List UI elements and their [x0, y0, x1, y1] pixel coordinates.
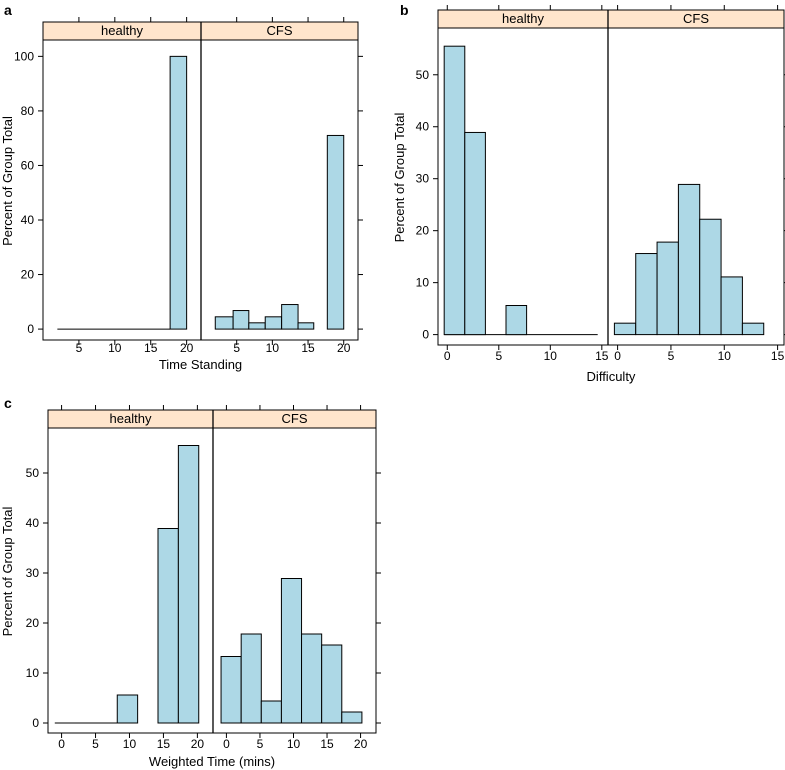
bar-cfs-4 — [281, 304, 299, 330]
x-tick-label: 15 — [301, 341, 315, 355]
y-tick-label: 40 — [21, 213, 35, 227]
x-tick-label: 10 — [266, 341, 280, 355]
y-tick-label: 0 — [27, 322, 34, 336]
bar-cfs-5 — [297, 322, 315, 330]
x-tick-label: 15 — [157, 737, 171, 751]
x-tick-label: 10 — [718, 349, 732, 363]
plot-frame — [437, 9, 785, 346]
x-tick-label: 15 — [595, 349, 609, 363]
x-tick-label: 5 — [233, 341, 240, 355]
y-tick-label: 50 — [26, 466, 40, 480]
x-axis-label: Difficulty — [587, 369, 636, 384]
bar-cfs-3 — [264, 316, 283, 330]
y-tick-label: 10 — [416, 276, 430, 290]
x-tick-label: 5 — [92, 737, 99, 751]
bar-healthy-0 — [116, 694, 139, 724]
bar-cfs-0 — [613, 322, 637, 336]
y-tick-label: 10 — [26, 666, 40, 680]
x-tick-label: 20 — [180, 341, 194, 355]
y-axis-label: Percent of Group Total — [392, 112, 407, 242]
bar-cfs-0 — [220, 656, 242, 724]
bar-cfs-4 — [301, 633, 323, 724]
bar-cfs-1 — [635, 253, 658, 336]
y-axis-label: Percent of Group Total — [0, 506, 15, 636]
bar-cfs-6 — [741, 322, 765, 336]
bar-cfs-1 — [240, 633, 262, 724]
bar-cfs-6 — [341, 711, 363, 724]
strip-label: healthy — [502, 11, 544, 26]
x-tick-label: 5 — [76, 341, 83, 355]
x-tick-label: 10 — [287, 737, 301, 751]
y-tick-label: 50 — [416, 68, 430, 82]
plot-frame — [47, 409, 377, 734]
y-tick-label: 0 — [32, 716, 39, 730]
y-tick-label: 40 — [416, 120, 430, 134]
x-tick-label: 10 — [108, 341, 122, 355]
y-tick-label: 20 — [416, 224, 430, 238]
bar-cfs-3 — [677, 183, 701, 336]
chart-panel-c: c healthy CFS 0 10 20 30 40 50 0 5 10 15 20 0 5 10 15 20 We… — [0, 395, 381, 769]
bar-cfs-5 — [321, 644, 343, 724]
bar-healthy-2 — [505, 305, 528, 336]
x-tick-label: 5 — [668, 349, 675, 363]
panel-letter: c — [4, 395, 12, 411]
bar-cfs-2 — [248, 322, 266, 330]
x-tick-label: 20 — [191, 737, 205, 751]
bar-healthy-0 — [169, 55, 188, 330]
bar-cfs-1 — [232, 310, 250, 330]
x-tick-label: 0 — [223, 737, 230, 751]
x-tick-label: 10 — [123, 737, 137, 751]
strip-label: CFS — [267, 23, 293, 38]
strip-label: healthy — [110, 411, 152, 426]
bar-cfs-3 — [280, 578, 303, 724]
y-tick-label: 0 — [422, 328, 429, 342]
y-axis-label: Percent of Group Total — [0, 116, 15, 246]
x-tick-label: 15 — [320, 737, 334, 751]
x-tick-label: 20 — [337, 341, 351, 355]
bar-cfs-4 — [699, 218, 722, 336]
strip-label: CFS — [282, 411, 308, 426]
x-tick-label: 5 — [495, 349, 502, 363]
y-tick-label: 30 — [26, 566, 40, 580]
y-tick-label: 30 — [416, 172, 430, 186]
y-tick-label: 60 — [21, 158, 35, 172]
bar-healthy-1 — [464, 131, 486, 336]
y-tick-label: 80 — [21, 104, 35, 118]
chart-panel-a: a healthy CFS 0 20 40 60 80 100 5 10 15 20 5 10 15 20 Tim… — [0, 2, 363, 372]
bar-cfs-5 — [720, 276, 743, 336]
y-tick-label: 20 — [21, 268, 35, 282]
bar-cfs-6 — [326, 134, 345, 330]
bar-cfs-2 — [260, 700, 282, 724]
x-axis-label: Weighted Time (mins) — [149, 754, 275, 769]
x-axis-label: Time Standing — [159, 357, 242, 372]
x-tick-label: 15 — [144, 341, 158, 355]
strip-label: healthy — [101, 23, 143, 38]
chart-panel-b: b healthy CFS 0 10 20 30 40 50 0 5 10 15 0 5 10 15 Diffic… — [392, 2, 785, 384]
x-tick-label: 20 — [354, 737, 368, 751]
bar-cfs-0 — [214, 316, 234, 330]
bar-healthy-2 — [177, 445, 200, 724]
panel-letter: a — [4, 2, 12, 18]
x-tick-label: 15 — [771, 349, 785, 363]
x-tick-label: 10 — [544, 349, 558, 363]
bar-healthy-0 — [443, 45, 466, 336]
x-tick-label: 5 — [257, 737, 264, 751]
panel-letter: b — [400, 2, 409, 18]
y-tick-label: 40 — [26, 516, 40, 530]
bar-cfs-2 — [656, 241, 679, 336]
x-tick-label: 0 — [58, 737, 65, 751]
strip-label: CFS — [683, 11, 709, 26]
y-tick-label: 20 — [26, 616, 40, 630]
x-tick-label: 0 — [614, 349, 621, 363]
bar-healthy-1 — [157, 528, 179, 724]
x-tick-label: 0 — [444, 349, 451, 363]
y-tick-label: 100 — [14, 49, 34, 63]
